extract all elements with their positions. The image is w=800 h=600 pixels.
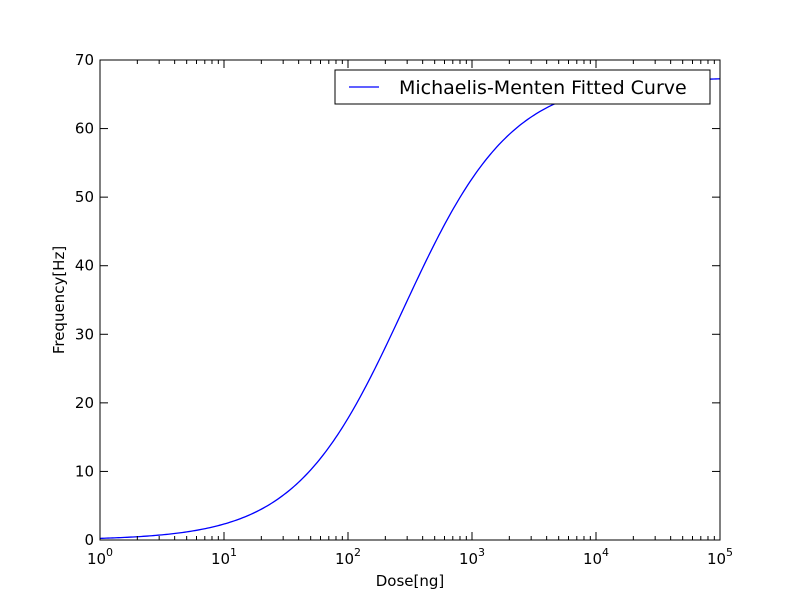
y-tick-label: 10: [75, 462, 94, 480]
y-tick-label: 50: [75, 188, 94, 206]
plot-frame: [99, 59, 721, 541]
y-tick-label: 60: [75, 120, 94, 138]
legend-box: [334, 69, 711, 105]
legend-label: Michaelis-Menten Fitted Curve: [399, 77, 687, 99]
y-tick-label: 20: [75, 394, 94, 412]
y-tick-label: 40: [75, 257, 94, 275]
y-tick-label: 70: [75, 51, 94, 69]
curve-layer: [99, 78, 721, 539]
y-tick-label: 30: [75, 325, 94, 343]
legend: Michaelis-Menten Fitted Curve: [334, 69, 711, 105]
x-tick-label: 101: [211, 546, 237, 568]
ticks-layer: [99, 59, 721, 541]
x-tick-label: 102: [335, 546, 361, 568]
y-axis-label: Frequency[Hz]: [50, 246, 68, 354]
series-line: [99, 78, 721, 539]
x-tick-label: 103: [459, 546, 485, 568]
x-tick-label: 105: [707, 546, 733, 568]
x-tick-labels: 100 101 102 103 104 105: [87, 546, 733, 568]
y-tick-labels: 0 10 20 30 40 50 60 70: [75, 51, 94, 549]
x-tick-label: 104: [583, 546, 609, 568]
x-axis-label: Dose[ng]: [376, 572, 445, 590]
x-tick-label: 100: [87, 546, 113, 568]
y-tick-label: 0: [84, 531, 94, 549]
